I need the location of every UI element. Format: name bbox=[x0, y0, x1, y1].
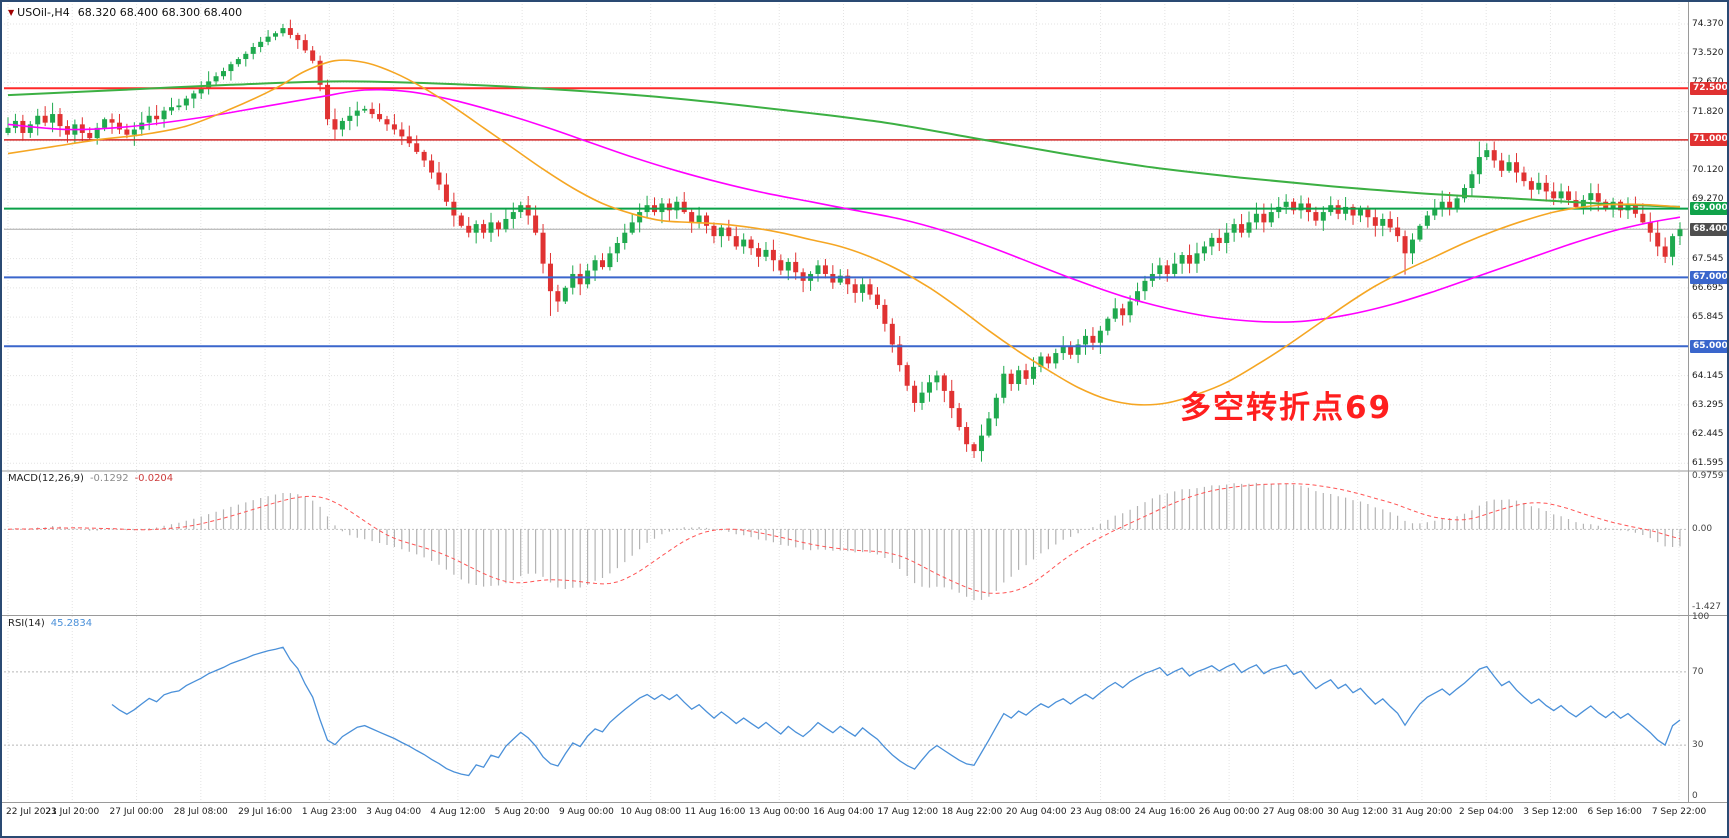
price-tick-label: 66.695 bbox=[1692, 282, 1724, 293]
time-label: 27 Aug 08:00 bbox=[1263, 807, 1324, 817]
price-level-badge: 72.500 bbox=[1690, 81, 1727, 95]
rsi-name: RSI(14) bbox=[8, 618, 45, 629]
ma-fast-orange bbox=[7, 59, 1681, 406]
time-label: 13 Aug 00:00 bbox=[748, 807, 810, 817]
macd-name: MACD(12,26,9) bbox=[8, 473, 84, 484]
time-label: 27 Jul 00:00 bbox=[109, 807, 164, 817]
current-bar-ohlc: 68.320 68.400 68.300 68.400 bbox=[77, 6, 243, 19]
time-label: 4 Aug 12:00 bbox=[430, 807, 486, 817]
ma-slow-green bbox=[7, 80, 1681, 208]
rsi-axis-label: 70 bbox=[1692, 666, 1704, 677]
time-label: 3 Sep 12:00 bbox=[1523, 807, 1578, 817]
rsi-value: 45.2834 bbox=[50, 618, 93, 629]
price-tick-label: 70.120 bbox=[1692, 165, 1724, 176]
time-label: 9 Aug 00:00 bbox=[558, 807, 614, 817]
price-tick-label: 74.370 bbox=[1692, 18, 1724, 29]
rsi-axis-label: 0 bbox=[1692, 791, 1698, 801]
price-level-badge: 69.000 bbox=[1690, 202, 1727, 216]
rsi-axis-label: 100 bbox=[1692, 612, 1710, 622]
time-label: 10 Aug 08:00 bbox=[620, 807, 682, 817]
time-label: 24 Aug 16:00 bbox=[1134, 807, 1196, 817]
hlines-layer bbox=[4, 87, 1688, 348]
time-label: 5 Aug 20:00 bbox=[494, 807, 550, 817]
price-tick-label: 65.845 bbox=[1692, 312, 1724, 323]
time-label: 1 Aug 23:00 bbox=[301, 807, 357, 817]
price-tick-label: 63.295 bbox=[1692, 399, 1724, 410]
time-label: 26 Aug 00:00 bbox=[1198, 807, 1260, 817]
moving-averages-layer bbox=[7, 59, 1681, 406]
time-label: 28 Jul 08:00 bbox=[173, 807, 228, 817]
macd-axis-label: -1.427 bbox=[1692, 602, 1722, 613]
price-tick-label: 64.145 bbox=[1692, 370, 1724, 381]
time-label: 20 Aug 04:00 bbox=[1005, 807, 1067, 817]
time-label: 22 Jul 2021 bbox=[6, 807, 57, 817]
time-label: 29 Jul 16:00 bbox=[238, 807, 293, 817]
time-label: 7 Sep 22:00 bbox=[1651, 807, 1707, 817]
price-level-badge: 71.000 bbox=[1690, 133, 1727, 147]
rsi-line bbox=[111, 646, 1681, 777]
macd-signal-value: -0.0204 bbox=[134, 473, 174, 484]
macd-main-value: -0.1292 bbox=[89, 473, 129, 484]
time-label: 17 Aug 12:00 bbox=[877, 807, 939, 817]
chart-annotation-text[interactable]: 多空转折点69 bbox=[1180, 390, 1393, 426]
price-tick-label: 67.545 bbox=[1692, 253, 1724, 264]
time-label: 23 Aug 08:00 bbox=[1070, 807, 1131, 817]
macd-indicator-label: MACD(12,26,9) -0.1292 -0.0204 bbox=[8, 473, 173, 484]
symbol-ohlc-readout: ▼ USOil-,H4 68.320 68.400 68.300 68.400 bbox=[8, 6, 242, 19]
time-label: 31 Aug 20:00 bbox=[1391, 807, 1453, 817]
grid-vertical-layer bbox=[7, 4, 1680, 802]
time-label: 30 Aug 12:00 bbox=[1327, 807, 1388, 817]
time-axis[interactable]: 22 Jul 2021 23 Jul 20:00 27 Jul 00:00 28 Ju… bbox=[2, 803, 1727, 825]
time-label: 3 Aug 04:00 bbox=[366, 807, 422, 817]
rsi-axis-label: 30 bbox=[1692, 740, 1704, 751]
symbol-timeframe-label: USOil-,H4 bbox=[17, 6, 70, 19]
time-label: 6 Sep 16:00 bbox=[1587, 807, 1642, 817]
macd-axis-label: 0.00 bbox=[1692, 524, 1713, 535]
price-tick-label: 69.270 bbox=[1692, 194, 1724, 205]
grid-horizontal-layer bbox=[4, 23, 1688, 464]
time-label: 16 Aug 04:00 bbox=[813, 807, 874, 817]
price-tick-label: 62.445 bbox=[1692, 429, 1724, 440]
time-label: 23 Jul 20:00 bbox=[45, 807, 100, 817]
time-label: 11 Aug 16:00 bbox=[684, 807, 746, 817]
price-tick-label: 71.820 bbox=[1692, 106, 1724, 117]
rsi-panel-layer bbox=[4, 646, 1688, 777]
macd-histogram bbox=[14, 482, 1681, 601]
macd-signal-line bbox=[7, 483, 1681, 594]
macd-axis-label: 0.9759 bbox=[1692, 471, 1724, 482]
time-label: 2 Sep 04:00 bbox=[1459, 807, 1514, 817]
price-tick-label: 61.595 bbox=[1692, 458, 1724, 469]
time-label: 18 Aug 22:00 bbox=[941, 807, 1003, 817]
price-tick-label: 73.520 bbox=[1692, 48, 1724, 59]
ma-mid-magenta bbox=[7, 88, 1681, 323]
price-level-badge: 65.000 bbox=[1690, 339, 1727, 353]
macd-panel-layer bbox=[4, 482, 1688, 601]
price-level-badge: 68.400 bbox=[1690, 222, 1727, 236]
symbol-marker-icon: ▼ bbox=[8, 8, 15, 17]
rsi-indicator-label: RSI(14) 45.2834 bbox=[8, 618, 92, 629]
price-level-badge: 67.000 bbox=[1690, 270, 1727, 284]
